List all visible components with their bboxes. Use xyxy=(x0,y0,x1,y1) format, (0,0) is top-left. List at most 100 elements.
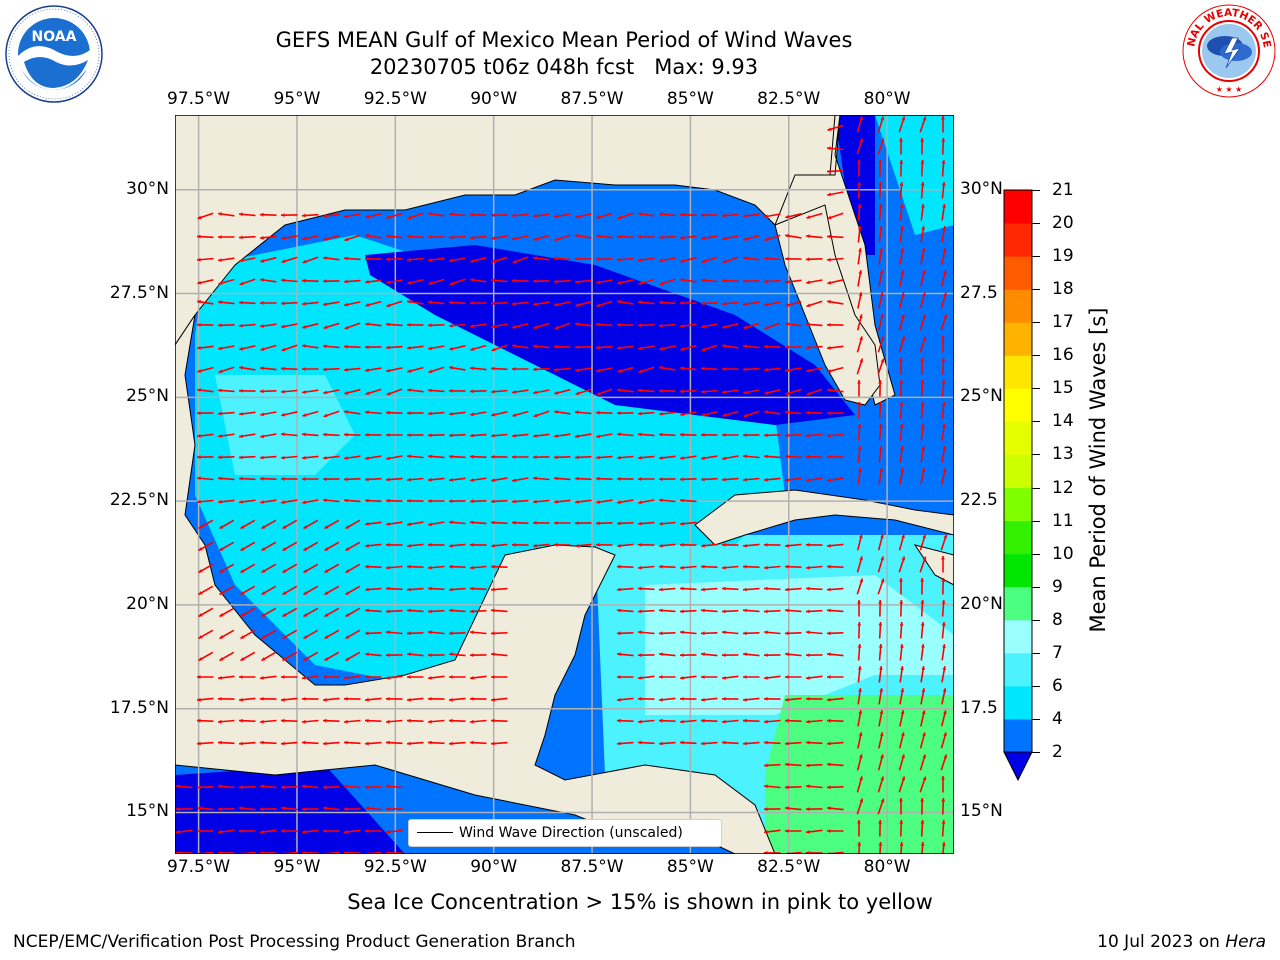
wave-direction-arrowhead xyxy=(512,213,516,218)
colorbar-segment xyxy=(1004,421,1032,455)
wave-direction-arrowhead xyxy=(365,543,369,548)
wave-direction-arrowhead xyxy=(899,644,904,648)
wave-direction-arrowhead xyxy=(260,455,264,460)
wave-direction-arrowhead xyxy=(533,499,537,504)
wave-direction-arrowhead xyxy=(491,631,495,636)
wave-direction-arrowhead xyxy=(617,675,621,679)
wave-direction-arrowhead xyxy=(428,543,432,547)
wave-direction-arrowhead xyxy=(943,710,947,715)
wave-direction-arrowhead xyxy=(943,534,948,539)
wave-direction-arrowhead xyxy=(407,652,411,657)
legend-label: Wind Wave Direction (unscaled) xyxy=(459,825,683,841)
wave-direction-arrowhead xyxy=(365,368,369,373)
wave-direction-arrowhead xyxy=(449,675,453,679)
wave-direction-arrowhead xyxy=(901,732,905,737)
wave-direction-arrowhead xyxy=(449,543,453,548)
colorbar-tick-mark xyxy=(1032,553,1040,555)
wave-direction-arrowhead xyxy=(943,314,948,319)
wave-direction-arrowhead xyxy=(323,279,327,283)
wave-direction-arrowhead xyxy=(827,829,831,833)
wave-direction-arrowhead xyxy=(218,411,222,416)
wave-direction-arrowhead xyxy=(806,303,811,308)
gulf-northeast-zone xyxy=(365,245,855,425)
noaa-logo: NOAA xyxy=(4,4,104,108)
wave-direction-arrowhead xyxy=(920,138,924,142)
wave-direction-arrowhead xyxy=(260,366,264,371)
wave-direction-arrowhead xyxy=(680,259,685,263)
wave-direction-arrowhead xyxy=(407,543,411,548)
wave-direction-arrowhead xyxy=(722,697,726,701)
wave-direction-arrowhead xyxy=(323,214,327,218)
wave-direction-arrowhead xyxy=(785,675,789,679)
wave-direction-arrowhead xyxy=(680,324,684,328)
wave-direction-arrowhead xyxy=(785,543,789,548)
wave-direction-arrowhead xyxy=(617,631,621,636)
wave-direction-arrowhead xyxy=(491,301,495,306)
wave-direction-arrowhead xyxy=(659,346,664,351)
wave-direction-arrowhead xyxy=(785,806,789,811)
latitude-label-right: 15°N xyxy=(960,801,1003,822)
wave-direction-arrowhead xyxy=(344,456,348,460)
wave-direction-arrowhead xyxy=(722,676,726,680)
wave-direction-arrowhead xyxy=(722,236,727,241)
wave-direction-arrowhead xyxy=(743,325,748,329)
wave-direction-arrowhead xyxy=(827,455,831,459)
wave-direction-arrowhead xyxy=(470,478,474,482)
wave-direction-arrowhead xyxy=(240,613,245,617)
wave-direction-arrowhead xyxy=(880,314,884,319)
wave-direction-arrowhead xyxy=(197,388,201,392)
wave-direction-arrowhead xyxy=(260,719,264,724)
wave-direction-arrowhead xyxy=(785,785,789,790)
wave-direction-arrowhead xyxy=(533,302,537,307)
longitude-label: 82.5°W xyxy=(757,89,821,109)
wave-direction-arrowhead xyxy=(941,116,945,120)
wave-direction-arrowhead xyxy=(899,402,904,406)
wave-direction-arrowhead xyxy=(859,578,864,583)
wave-direction-arrowhead xyxy=(281,213,285,217)
wave-direction-arrowhead xyxy=(858,248,862,252)
wave-direction-arrowhead xyxy=(785,829,789,833)
wave-direction-arrowhead xyxy=(407,675,411,679)
wave-direction-arrowhead xyxy=(878,402,883,406)
wave-direction-arrowhead xyxy=(785,762,789,767)
wave-direction-arrowhead xyxy=(638,323,642,328)
wave-direction-arrowhead xyxy=(941,556,945,560)
wave-direction-arrowhead xyxy=(680,498,684,503)
colorbar-tick-mark xyxy=(1032,388,1040,390)
wave-direction-arrowhead xyxy=(880,798,885,803)
colorbar-segment xyxy=(1004,223,1032,257)
florida-land xyxy=(774,204,881,406)
colorbar-tick-label: 8 xyxy=(1052,609,1063,630)
wave-direction-arrowhead xyxy=(827,587,831,592)
wave-direction-arrowhead xyxy=(386,586,390,591)
wave-direction-arrowhead xyxy=(470,212,474,217)
wave-direction-arrowhead xyxy=(858,688,862,692)
wave-direction-arrowhead xyxy=(806,784,810,789)
wave-direction-arrowhead xyxy=(941,776,945,780)
wave-direction-arrowhead xyxy=(240,547,245,551)
wave-direction-arrowhead xyxy=(219,547,224,551)
wave-direction-arrowhead xyxy=(806,807,810,811)
wave-direction-arrowhead xyxy=(575,476,579,481)
colorbar-tick-mark xyxy=(1032,619,1040,621)
wave-direction-arrowhead xyxy=(449,346,454,351)
wave-direction-arrowhead xyxy=(722,433,726,437)
wave-direction-arrowhead xyxy=(554,543,558,547)
wave-direction-arrowhead xyxy=(219,525,224,529)
wave-direction-arrowhead xyxy=(345,569,350,573)
wave-direction-arrowhead xyxy=(901,292,905,297)
wave-direction-arrowhead xyxy=(197,299,201,304)
wave-direction-arrowhead xyxy=(449,564,453,569)
wave-direction-arrowhead xyxy=(323,237,328,241)
wave-direction-arrowhead xyxy=(785,454,789,459)
wave-direction-arrowhead xyxy=(303,547,308,551)
wave-direction-arrowhead xyxy=(218,235,222,239)
wave-direction-arrowhead xyxy=(365,652,369,657)
wave-direction-arrowhead xyxy=(260,784,264,789)
wave-direction-arrowhead xyxy=(859,798,864,803)
wave-direction-arrowhead xyxy=(197,476,201,481)
wave-direction-arrowhead xyxy=(344,676,348,680)
wave-direction-arrowhead xyxy=(857,600,861,604)
wave-direction-arrowhead xyxy=(386,433,390,437)
wave-direction-arrowhead xyxy=(449,365,453,370)
